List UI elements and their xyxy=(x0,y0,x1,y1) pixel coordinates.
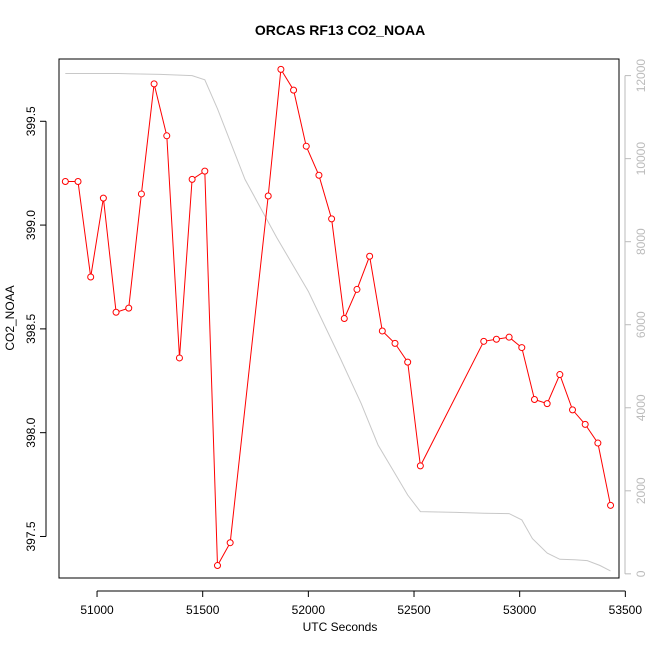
chart-title: ORCAS RF13 CO2_NOAA xyxy=(255,22,425,38)
data-point xyxy=(213,562,221,570)
data-point xyxy=(416,462,424,470)
y-axis: 397.5 398.0 398.5 399.0 399.5 xyxy=(24,106,47,551)
data-point xyxy=(315,171,323,179)
y2-tick-label: 2000 xyxy=(634,477,648,504)
x-axis-label: UTC Seconds xyxy=(303,620,378,634)
x-tick-label: 53500 xyxy=(609,603,643,617)
data-point xyxy=(594,439,602,447)
data-point xyxy=(150,80,158,88)
data-point xyxy=(518,344,526,352)
data-point xyxy=(226,539,234,547)
y-tick-label: 399.0 xyxy=(24,210,38,240)
y-tick-label: 398.0 xyxy=(24,417,38,447)
x-tick-label: 52500 xyxy=(397,603,431,617)
x-tick-label: 51000 xyxy=(80,603,114,617)
data-point xyxy=(175,354,183,362)
data-point xyxy=(99,194,107,202)
y2-tick-label: 4000 xyxy=(634,394,648,421)
data-point xyxy=(391,339,399,347)
y2-tick-label: 10000 xyxy=(634,142,648,176)
data-point xyxy=(188,175,196,183)
data-point xyxy=(74,177,82,185)
data-point xyxy=(163,132,171,140)
data-point xyxy=(290,86,298,94)
data-point xyxy=(404,358,412,366)
data-point xyxy=(340,315,348,322)
data-point xyxy=(201,167,209,175)
data-point xyxy=(353,285,361,293)
plot-frame xyxy=(58,58,620,579)
x-tick-label: 52000 xyxy=(292,603,326,617)
series-layer xyxy=(61,65,615,572)
data-point xyxy=(581,420,589,428)
data-point xyxy=(492,335,500,343)
data-point xyxy=(569,406,577,414)
data-point xyxy=(264,192,272,200)
data-point xyxy=(480,337,488,345)
data-point xyxy=(277,65,285,73)
data-point xyxy=(328,215,336,223)
data-point xyxy=(366,252,374,260)
data-point xyxy=(87,273,95,281)
data-point xyxy=(137,190,145,198)
data-point xyxy=(607,501,615,509)
y2-tick-label: 0 xyxy=(634,570,648,577)
y2-tick-label: 6000 xyxy=(634,311,648,338)
data-point xyxy=(302,142,310,150)
series-primary-line xyxy=(65,67,611,568)
x-tick-label: 51500 xyxy=(186,603,220,617)
data-point xyxy=(112,308,120,316)
y2-tick-label: 12000 xyxy=(634,59,648,93)
data-point xyxy=(543,400,551,408)
y-tick-label: 398.5 xyxy=(24,314,38,344)
y-tick-label: 397.5 xyxy=(24,521,38,551)
data-point xyxy=(556,371,564,379)
x-tick-label: 53000 xyxy=(503,603,537,617)
y2-axis: 0 2000 4000 6000 8000 10000 12000 xyxy=(624,59,648,577)
y-axis-label: CO2_NOAA xyxy=(3,285,17,350)
data-point xyxy=(125,304,133,312)
data-point xyxy=(530,395,538,403)
data-point xyxy=(505,333,513,341)
y-tick-label: 399.5 xyxy=(24,106,38,136)
x-axis: 51000 51500 52000 52500 53000 53500 xyxy=(80,590,643,617)
y2-tick-label: 8000 xyxy=(634,228,648,255)
data-point xyxy=(378,327,386,335)
data-point xyxy=(61,177,69,185)
series-secondary-line xyxy=(65,73,611,572)
